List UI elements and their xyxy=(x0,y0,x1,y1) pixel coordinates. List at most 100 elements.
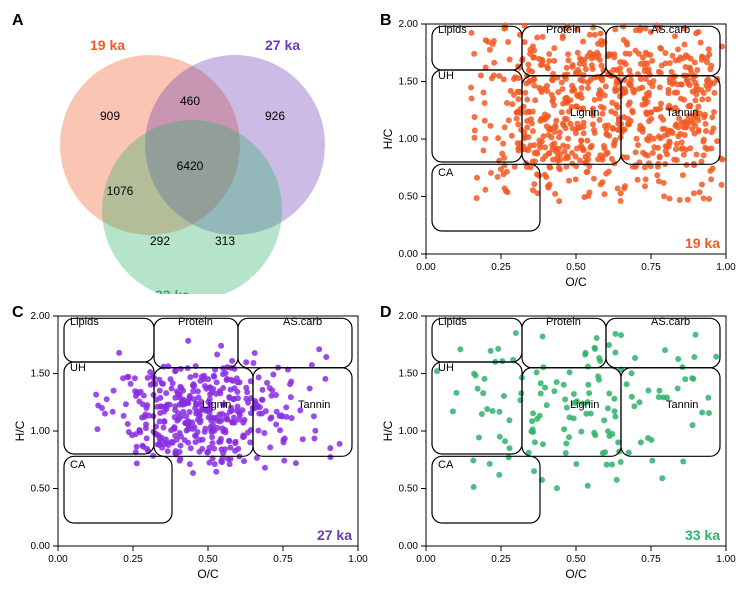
data-point xyxy=(585,483,591,489)
y-tick-label: 0.50 xyxy=(399,192,419,203)
data-point xyxy=(178,443,184,449)
data-point xyxy=(190,470,196,476)
data-point xyxy=(551,102,557,108)
data-point xyxy=(687,65,693,71)
data-point xyxy=(693,151,699,157)
data-point xyxy=(491,60,497,66)
data-point xyxy=(208,424,214,430)
data-point xyxy=(240,420,246,426)
data-point xyxy=(178,414,184,420)
data-point xyxy=(596,52,602,58)
data-point xyxy=(530,108,536,114)
data-point xyxy=(530,43,536,49)
data-point xyxy=(560,143,566,149)
y-tick-label: 2.00 xyxy=(399,311,419,322)
data-point xyxy=(642,96,648,102)
data-point xyxy=(635,177,641,183)
region-label: Lignin xyxy=(202,399,231,411)
data-point xyxy=(530,128,536,134)
venn-set-label: 33 ka xyxy=(155,287,190,294)
data-point xyxy=(563,76,569,82)
data-point xyxy=(642,183,648,189)
data-point xyxy=(681,119,687,125)
data-point xyxy=(645,69,651,75)
data-point xyxy=(475,386,481,392)
data-point xyxy=(509,133,515,139)
data-point xyxy=(534,151,540,157)
data-point xyxy=(612,408,618,414)
data-point xyxy=(500,141,506,147)
data-point xyxy=(129,432,135,438)
data-point xyxy=(648,109,654,115)
y-axis-label: H/C xyxy=(381,128,395,149)
data-point xyxy=(675,46,681,52)
data-point xyxy=(241,434,247,440)
corner-label: 33 ka xyxy=(685,527,720,543)
y-axis-label: H/C xyxy=(381,420,395,441)
data-point xyxy=(488,170,494,176)
data-point xyxy=(469,30,475,36)
data-point xyxy=(307,385,313,391)
data-point xyxy=(168,427,174,433)
data-point xyxy=(587,144,593,150)
data-point xyxy=(227,461,233,467)
data-point xyxy=(606,169,612,175)
data-point xyxy=(538,380,544,386)
data-point xyxy=(592,97,598,103)
data-point xyxy=(501,155,507,161)
x-tick-label: 0.50 xyxy=(566,262,586,273)
data-point xyxy=(172,368,178,374)
data-point xyxy=(608,108,614,114)
data-point xyxy=(480,390,486,396)
data-point xyxy=(612,349,618,355)
data-point xyxy=(703,128,709,134)
data-point xyxy=(259,410,265,416)
data-point xyxy=(705,86,711,92)
data-point xyxy=(161,419,167,425)
x-tick-label: 0.50 xyxy=(566,554,586,565)
data-point xyxy=(680,364,686,370)
data-point xyxy=(607,52,613,58)
region-label: Lignin xyxy=(570,399,599,411)
data-point xyxy=(674,157,680,163)
data-point xyxy=(502,124,508,130)
data-point xyxy=(252,350,258,356)
data-point xyxy=(604,462,610,468)
data-point xyxy=(534,369,540,375)
data-point xyxy=(134,444,140,450)
data-point xyxy=(283,404,289,410)
data-point xyxy=(270,371,276,377)
region-label: Tannin xyxy=(666,107,698,119)
data-point xyxy=(542,385,548,391)
data-point xyxy=(557,157,563,163)
data-point xyxy=(220,365,226,371)
y-tick-label: 2.00 xyxy=(31,311,51,322)
region-label: Protein xyxy=(546,24,581,36)
data-point xyxy=(644,60,650,66)
data-point xyxy=(197,419,203,425)
venn-count: 6420 xyxy=(177,159,204,173)
y-tick-label: 1.00 xyxy=(31,426,51,437)
data-point xyxy=(515,121,521,127)
data-point xyxy=(243,359,249,365)
data-point xyxy=(581,61,587,67)
data-point xyxy=(693,332,699,338)
region-label: AS.carb xyxy=(651,316,690,328)
data-point xyxy=(506,117,512,123)
data-point xyxy=(683,52,689,58)
data-point xyxy=(656,394,662,400)
data-point xyxy=(529,418,535,424)
data-point xyxy=(534,34,540,40)
data-point xyxy=(501,171,507,177)
data-point xyxy=(514,116,520,122)
data-point xyxy=(557,129,563,135)
y-tick-label: 1.50 xyxy=(31,369,51,380)
data-point xyxy=(136,399,142,405)
data-point xyxy=(665,90,671,96)
data-point xyxy=(706,46,712,52)
panel-d-label: D xyxy=(380,304,392,322)
data-point xyxy=(704,55,710,61)
data-point xyxy=(210,386,216,392)
data-point xyxy=(288,394,294,400)
x-tick-label: 0.00 xyxy=(48,554,68,565)
